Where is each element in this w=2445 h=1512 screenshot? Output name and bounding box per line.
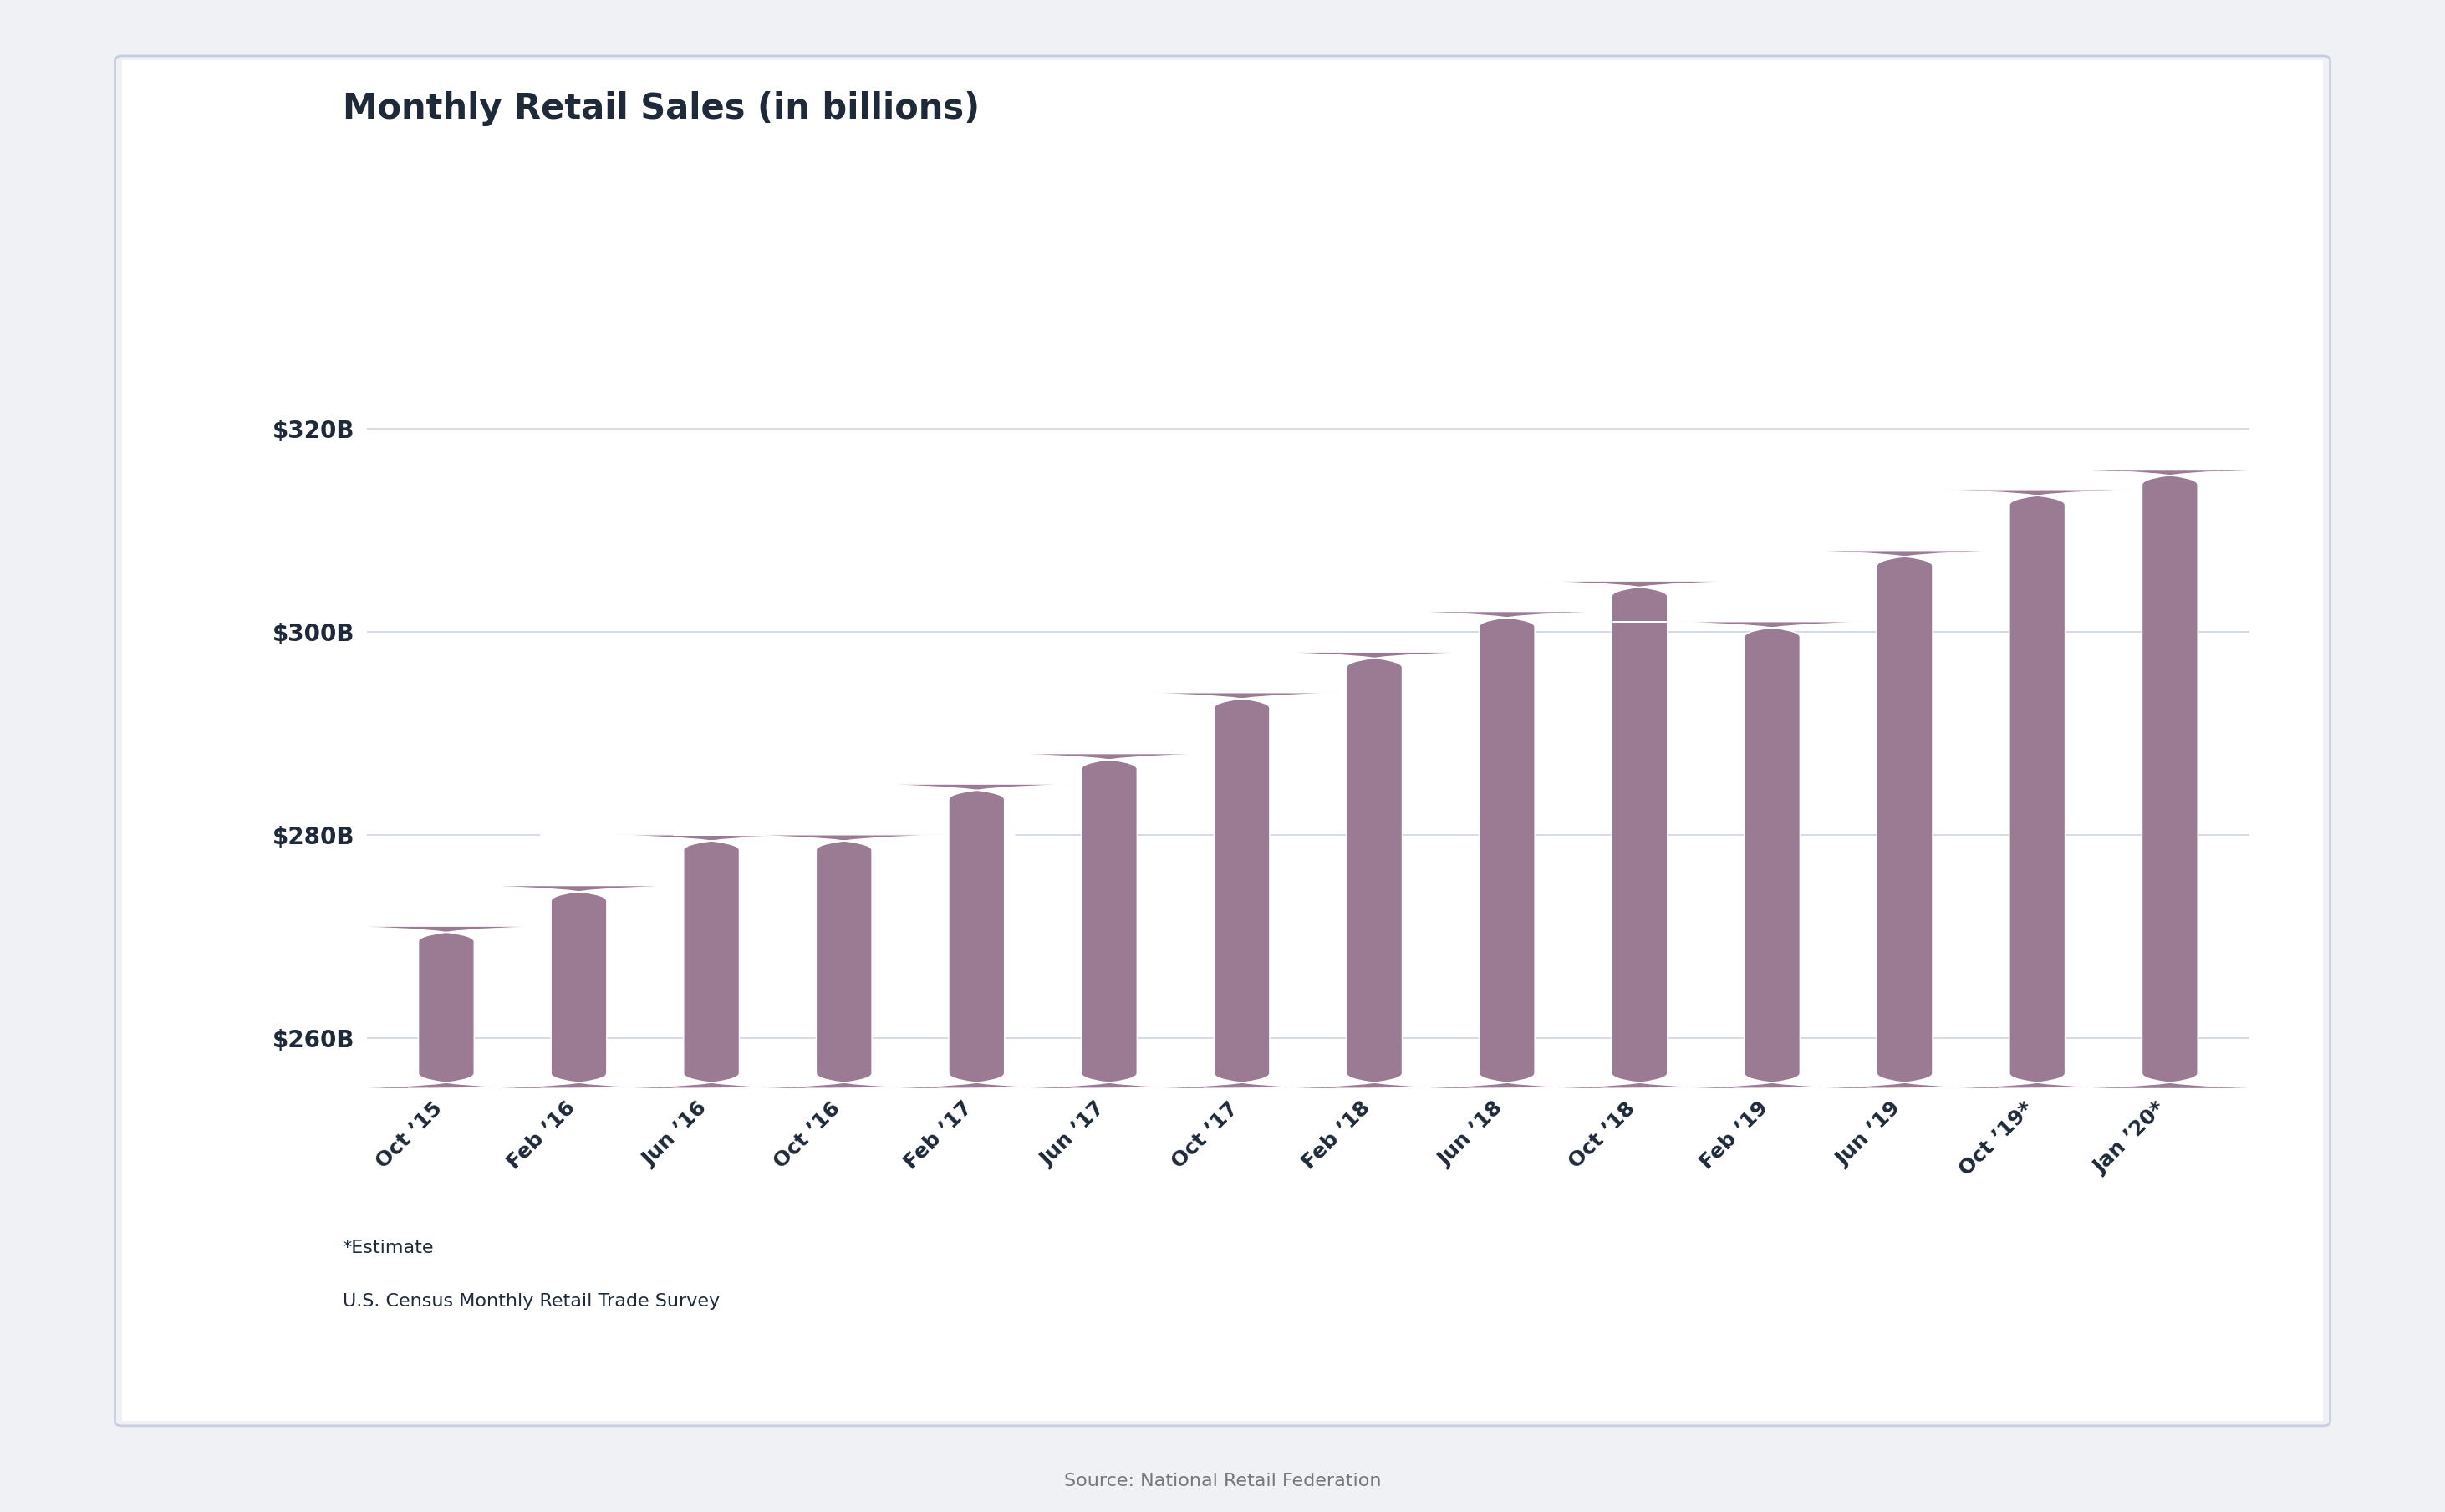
FancyBboxPatch shape [276,927,616,1089]
FancyBboxPatch shape [1469,581,1812,1089]
FancyBboxPatch shape [1071,692,1413,1089]
FancyBboxPatch shape [939,753,1281,1089]
FancyBboxPatch shape [804,785,1147,1089]
Text: *Estimate: *Estimate [342,1240,433,1256]
Text: U.S. Census Monthly Retail Trade Survey: U.S. Census Monthly Retail Trade Survey [342,1293,719,1309]
FancyBboxPatch shape [408,886,751,1089]
FancyBboxPatch shape [540,835,883,1089]
FancyBboxPatch shape [1601,621,1944,1089]
FancyBboxPatch shape [1335,611,1677,1089]
FancyBboxPatch shape [1734,550,2076,1089]
FancyBboxPatch shape [1866,490,2208,1089]
Text: Source: National Retail Federation: Source: National Retail Federation [1064,1473,1381,1489]
FancyBboxPatch shape [1203,652,1545,1089]
Text: Monthly Retail Sales (in billions): Monthly Retail Sales (in billions) [342,91,980,125]
FancyBboxPatch shape [2000,469,2340,1089]
FancyBboxPatch shape [672,835,1015,1089]
